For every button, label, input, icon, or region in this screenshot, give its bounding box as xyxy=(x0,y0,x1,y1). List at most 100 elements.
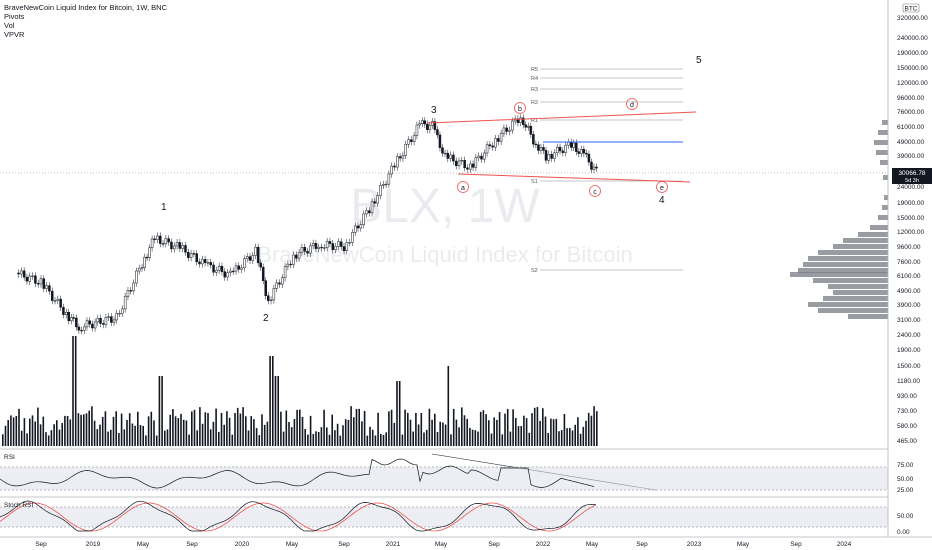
candle-body xyxy=(289,263,292,266)
volume-bar xyxy=(74,336,77,446)
candle-body xyxy=(595,166,598,169)
candle-body xyxy=(320,246,323,249)
indicator-vpvr[interactable]: VPVR xyxy=(4,30,25,39)
volume-bar xyxy=(191,411,193,446)
candle-body xyxy=(370,201,374,214)
volume-bar xyxy=(320,427,323,446)
candle-body xyxy=(278,282,281,285)
candle-body xyxy=(261,266,265,281)
volume-bar xyxy=(204,412,207,446)
rsi-axis-75: 75.00 xyxy=(897,462,914,469)
volume-bar xyxy=(282,431,285,446)
volume-bar xyxy=(344,419,347,446)
pivot-label-R5: R5 xyxy=(531,67,538,73)
volume-bar xyxy=(272,356,274,446)
volume-axis-label: 1180.00 xyxy=(897,378,920,385)
volume-axis-label: 730.00 xyxy=(897,408,917,415)
wave-label-b: b xyxy=(518,106,522,113)
volume-bar xyxy=(261,414,263,446)
vpvr-bar xyxy=(878,215,888,220)
candle-body xyxy=(376,195,379,204)
candle-body xyxy=(426,123,429,130)
volume-bar xyxy=(85,413,88,446)
candle-body xyxy=(195,253,198,263)
volume-bar xyxy=(520,426,522,446)
volume-bar xyxy=(590,415,593,446)
volume-bar xyxy=(504,413,506,446)
price-axis-label: 61000.00 xyxy=(897,124,924,131)
volume-bar xyxy=(455,419,458,446)
volume-bar xyxy=(239,413,242,446)
candle-body xyxy=(582,149,586,154)
candle-body xyxy=(379,185,382,196)
candle-body xyxy=(542,147,545,151)
candle-body xyxy=(201,259,204,265)
volume-bar xyxy=(528,432,531,446)
candle-body xyxy=(129,290,133,292)
time-axis-label: 2023 xyxy=(687,541,702,548)
watermark-name: BraveNewCoin Liquid Index for Bitcoin xyxy=(257,242,632,267)
volume-axis-label: 2400.00 xyxy=(897,332,921,339)
candle-body xyxy=(505,127,508,132)
candle-body xyxy=(421,120,424,124)
candle-body xyxy=(485,144,489,154)
volume-bar xyxy=(147,416,150,446)
stoch-k-line xyxy=(0,500,597,532)
volume-bar xyxy=(474,430,477,446)
vpvr-histogram xyxy=(790,120,888,319)
volume-axis-label: 465.00 xyxy=(897,438,917,445)
candle-body xyxy=(438,134,442,148)
rsi-axis-50: 50.00 xyxy=(897,476,914,483)
candle-body xyxy=(488,144,492,147)
price-axis-label: 4900.00 xyxy=(897,288,921,295)
volume-bar xyxy=(83,414,85,446)
vpvr-bar xyxy=(808,256,888,261)
candle-body xyxy=(483,152,486,160)
candle-body xyxy=(572,142,576,148)
candle-body xyxy=(42,278,46,289)
volume-bar xyxy=(20,430,23,446)
volume-bar xyxy=(285,410,288,446)
volume-bar xyxy=(334,430,336,446)
vpvr-bar xyxy=(878,130,888,135)
volume-bars xyxy=(2,336,598,446)
price-axis[interactable]: BTC 320000.00 240000.00 190000.00 150000.00… xyxy=(887,0,932,537)
candle-body xyxy=(77,326,81,331)
volume-bar xyxy=(326,427,328,446)
candle-body xyxy=(83,326,86,331)
time-axis[interactable]: Sep 2019 May Sep 2020 May Sep 2021 May Sep 2022 May… xyxy=(35,541,851,548)
candle-body xyxy=(575,142,578,152)
volume-bar xyxy=(517,426,520,446)
volume-bar xyxy=(377,412,379,446)
candle-body xyxy=(62,307,65,315)
volume-bar xyxy=(174,416,177,446)
volume-bar xyxy=(66,415,69,446)
indicator-vol[interactable]: Vol xyxy=(4,21,15,30)
candle-body xyxy=(118,313,121,315)
candle-body xyxy=(570,142,573,148)
price-axis-label: 15000.00 xyxy=(897,215,924,222)
volume-bar xyxy=(458,427,460,446)
vpvr-bar xyxy=(880,160,888,165)
candle-body xyxy=(436,129,439,136)
vpvr-bar xyxy=(833,244,888,249)
volume-bar xyxy=(53,424,55,446)
volume-bar xyxy=(342,425,344,446)
candle-body xyxy=(173,245,176,250)
vpvr-bar xyxy=(870,225,888,230)
volume-bar xyxy=(498,411,501,446)
rsi-line xyxy=(0,458,595,489)
candle-body xyxy=(209,262,212,266)
candle-body xyxy=(480,155,483,160)
candle-body xyxy=(158,235,162,244)
candle-body xyxy=(96,317,100,323)
volume-bar xyxy=(417,424,420,446)
volume-bar xyxy=(558,431,560,446)
indicator-pivots[interactable]: Pivots xyxy=(4,12,25,21)
volume-bar xyxy=(431,419,433,446)
candle-body xyxy=(145,256,149,259)
vpvr-bar xyxy=(882,120,888,125)
volume-bar xyxy=(412,431,414,446)
volume-bar xyxy=(466,418,468,446)
